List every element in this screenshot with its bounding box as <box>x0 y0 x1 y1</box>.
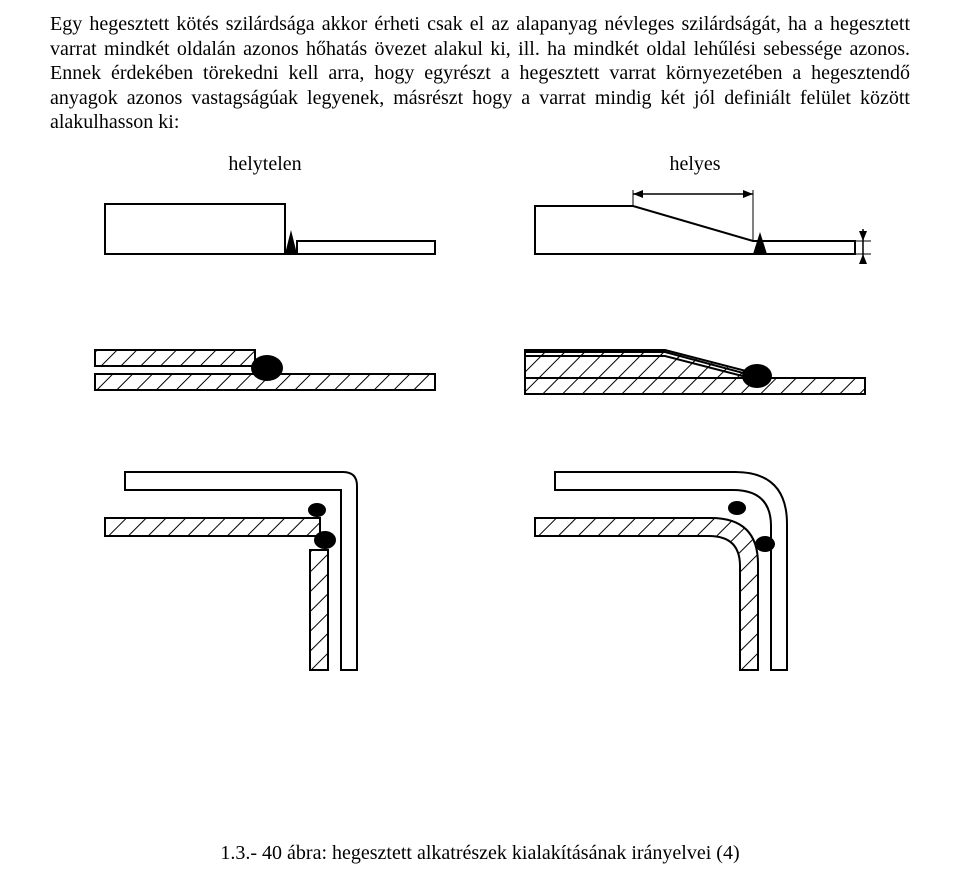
fig-r3-left <box>85 440 445 680</box>
fig-r2-right <box>515 322 875 412</box>
header-correct: helyes <box>480 153 910 176</box>
column-incorrect <box>50 184 480 680</box>
fig-r1-left <box>85 184 445 294</box>
figure-grid <box>50 184 910 680</box>
column-headers: helytelen helyes <box>50 153 910 176</box>
fig-r2-left <box>85 322 445 412</box>
figure-caption: 1.3.- 40 ábra: hegesztett alkatrészek ki… <box>0 842 960 865</box>
intro-paragraph: Egy hegesztett kötés szilárdsága akkor é… <box>50 12 910 135</box>
page: Egy hegesztett kötés szilárdsága akkor é… <box>0 0 960 871</box>
header-incorrect: helytelen <box>50 153 480 176</box>
fig-r1-right <box>515 184 875 294</box>
fig-r3-right <box>515 440 875 680</box>
column-correct <box>480 184 910 680</box>
